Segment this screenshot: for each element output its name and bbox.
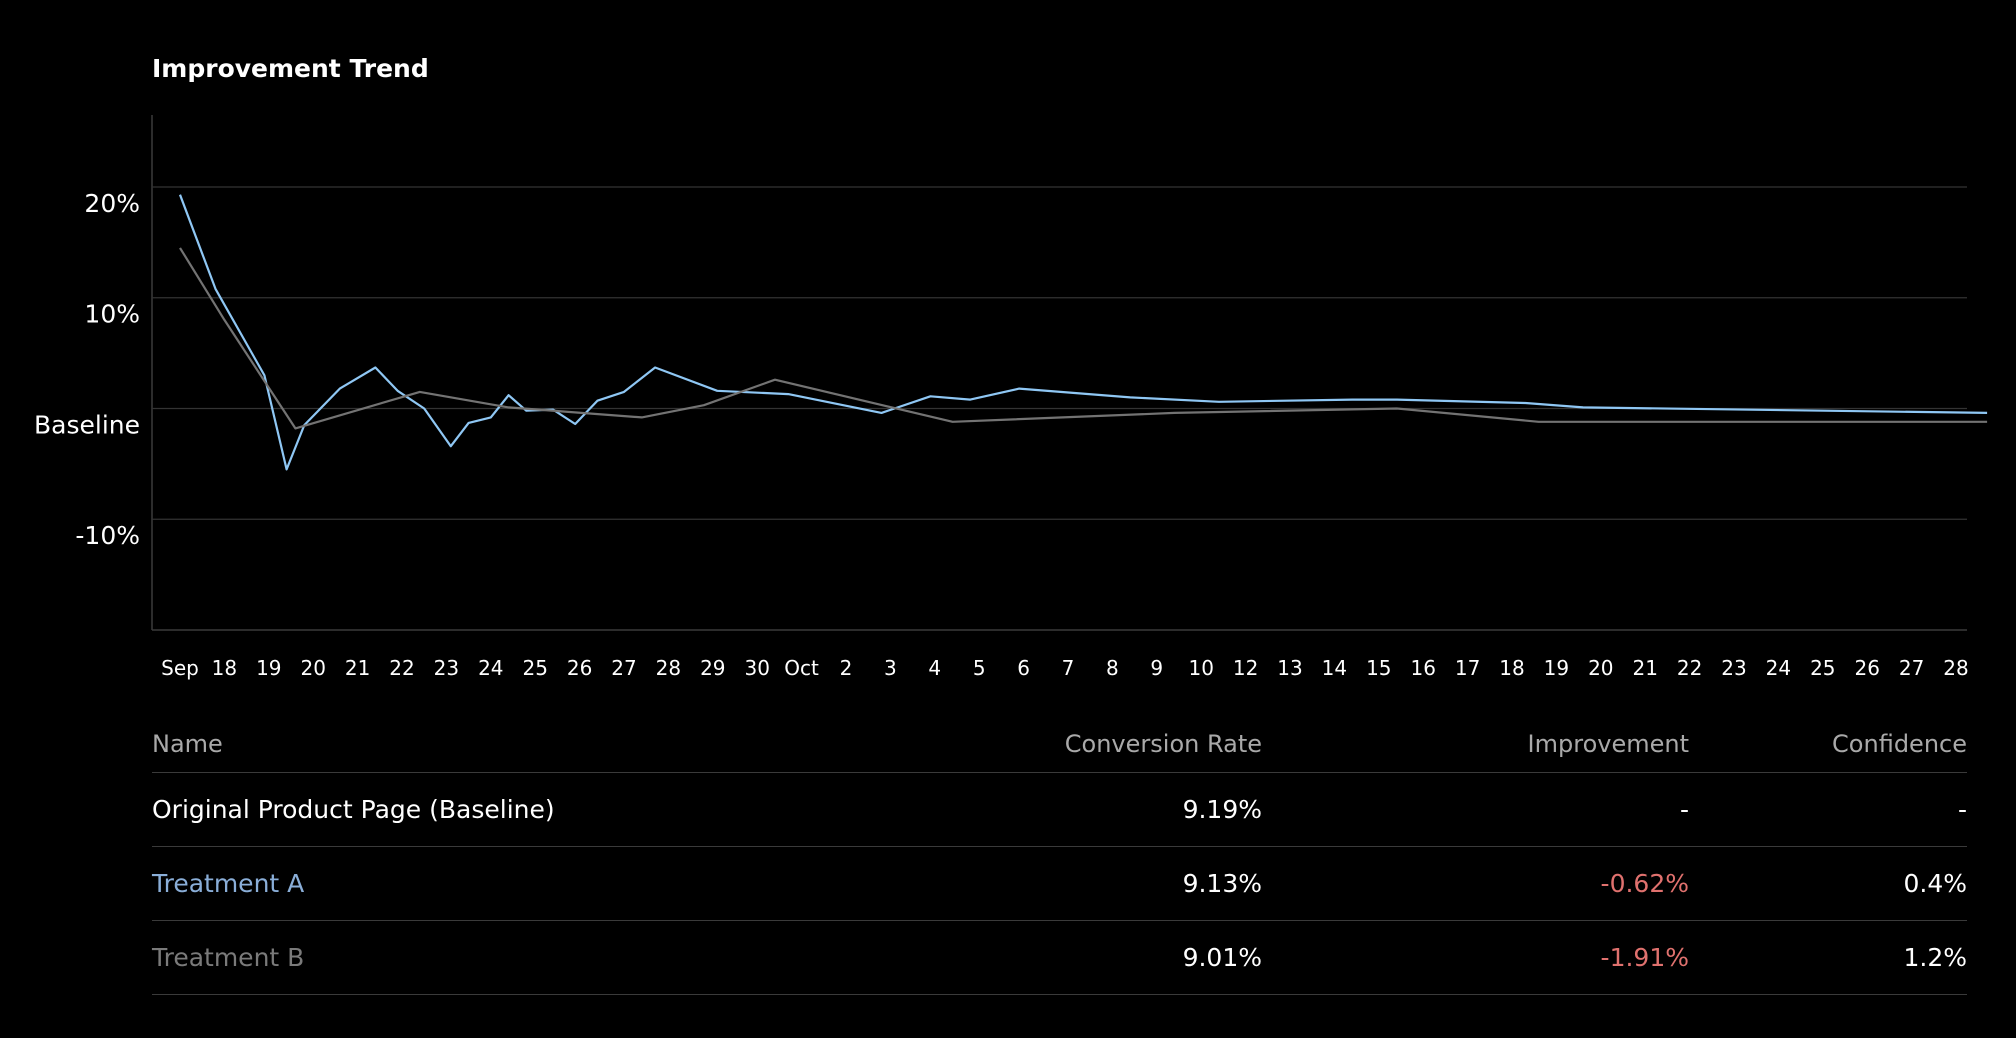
x-tick-label: 16 (1410, 656, 1435, 680)
table-row: Original Product Page (Baseline) 9.19% -… (152, 772, 1967, 847)
results-table: Name Conversion Rate Improvement Confide… (152, 716, 1967, 995)
x-tick-label: 21 (1632, 656, 1657, 680)
x-tick-label: 29 (700, 656, 725, 680)
x-tick-label: 17 (1455, 656, 1480, 680)
improvement-trend-chart: 20%10%Baseline-10% Sep 18 19 20 21 22 23 24 25 26… (34, 115, 1988, 680)
row-conversion-rate: 9.19% (772, 772, 1262, 847)
x-tick-label: 19 (1544, 656, 1569, 680)
row-confidence: - (1689, 772, 1967, 847)
x-tick-label: 10 (1188, 656, 1213, 680)
row-confidence: 1.2% (1689, 920, 1967, 995)
y-tick-label: 10% (84, 300, 140, 329)
x-tick-label: 20 (300, 656, 325, 680)
x-tick-label: 14 (1322, 656, 1347, 680)
x-tick-label: 25 (522, 656, 547, 680)
x-tick-label: 13 (1277, 656, 1302, 680)
x-tick-label: 28 (656, 656, 681, 680)
header-name[interactable]: Name (152, 716, 772, 773)
row-confidence: 0.4% (1689, 846, 1967, 921)
y-tick-label: -10% (75, 521, 140, 550)
table-header-row: Name Conversion Rate Improvement Confide… (152, 716, 1967, 773)
x-tick-label: Sep (161, 656, 199, 680)
header-conversion-rate[interactable]: Conversion Rate (772, 716, 1262, 773)
table-row: Treatment B 9.01% -1.91% 1.2% (152, 920, 1967, 995)
row-conversion-rate: 9.01% (772, 920, 1262, 995)
x-tick-label: 8 (1106, 656, 1119, 680)
x-tick-label: 15 (1366, 656, 1391, 680)
series-line-2 (179, 247, 1988, 430)
row-improvement: - (1262, 772, 1689, 847)
x-tick-label: 30 (744, 656, 769, 680)
table-row: Treatment A 9.13% -0.62% 0.4% (152, 846, 1967, 921)
x-tick-label: 27 (1899, 656, 1924, 680)
row-improvement: -1.91% (1262, 920, 1689, 995)
x-tick-label: 4 (928, 656, 941, 680)
x-tick-label: 3 (884, 656, 897, 680)
row-name: Treatment B (152, 920, 772, 995)
y-tick-label: 20% (84, 189, 140, 218)
row-name: Treatment A (152, 846, 772, 921)
header-confidence[interactable]: Confidence (1689, 716, 1967, 773)
x-tick-label: 5 (973, 656, 986, 680)
y-tick-label: Baseline (34, 410, 140, 439)
x-tick-label: 6 (1017, 656, 1030, 680)
x-tick-label: 19 (256, 656, 281, 680)
x-tick-label: 25 (1810, 656, 1835, 680)
x-tick-label: 18 (212, 656, 237, 680)
x-tick-label: 28 (1943, 656, 1968, 680)
x-tick-label: 26 (567, 656, 592, 680)
x-tick-label: 23 (1721, 656, 1746, 680)
x-tick-label: 7 (1062, 656, 1075, 680)
x-tick-label: 27 (611, 656, 636, 680)
row-conversion-rate: 9.13% (772, 846, 1262, 921)
x-tick-label: 21 (345, 656, 370, 680)
x-tick-label: 22 (1677, 656, 1702, 680)
x-tick-label: 20 (1588, 656, 1613, 680)
chart-title: Improvement Trend (152, 54, 429, 83)
x-tick-label: 26 (1854, 656, 1879, 680)
x-tick-label: 23 (434, 656, 459, 680)
header-improvement[interactable]: Improvement (1262, 716, 1689, 773)
row-improvement: -0.62% (1262, 846, 1689, 921)
x-tick-label: 22 (389, 656, 414, 680)
x-tick-label: 18 (1499, 656, 1524, 680)
x-tick-label: 9 (1150, 656, 1163, 680)
x-tick-label: 24 (1766, 656, 1791, 680)
x-tick-label: Oct (784, 656, 819, 680)
x-tick-label: 24 (478, 656, 503, 680)
x-tick-label: 12 (1233, 656, 1258, 680)
x-tick-label: 2 (840, 656, 853, 680)
series-line-1 (178, 194, 1988, 471)
row-name: Original Product Page (Baseline) (152, 772, 772, 847)
